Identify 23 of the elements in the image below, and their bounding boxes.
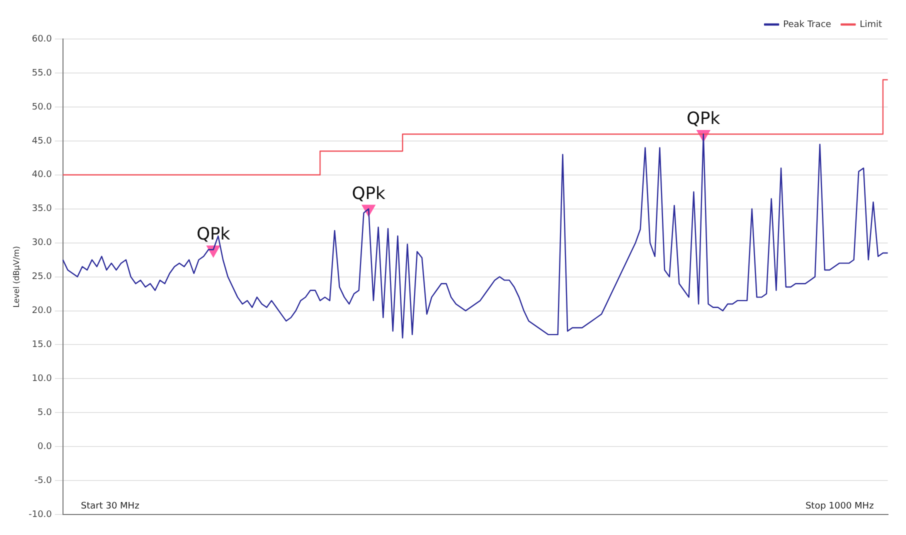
y-tick-label: 0.0 <box>38 442 52 452</box>
y-tick-label: 5.0 <box>38 408 52 418</box>
annotation: Start 30 MHz <box>80 501 140 512</box>
y-tick-label: 20.0 <box>32 306 52 316</box>
y-tick-label: 15.0 <box>32 340 52 350</box>
y-tick-label: -5.0 <box>34 476 52 486</box>
y-tick-label: 55.0 <box>32 68 52 78</box>
data-label: QPk <box>686 109 720 130</box>
annotation: Stop 1000 MHz <box>805 501 874 512</box>
y-tick-label: 35.0 <box>32 204 52 214</box>
y-tick-label: 45.0 <box>32 136 52 146</box>
y-tick-label: 30.0 <box>32 238 52 248</box>
y-tick-label: 10.0 <box>32 374 52 384</box>
y-axis-title: Level (dBµV/m) <box>12 246 21 308</box>
y-tick-label: -10.0 <box>28 510 52 520</box>
y-tick-label: 40.0 <box>32 170 52 180</box>
legend-label: Peak Trace <box>783 20 832 30</box>
data-label: QPk <box>352 184 386 204</box>
y-tick-label: 50.0 <box>32 102 52 112</box>
legend-label: Limit <box>860 20 882 30</box>
data-label: QPk <box>196 224 230 245</box>
y-tick-label: 25.0 <box>32 272 52 282</box>
y-tick-label: 60.0 <box>32 34 52 44</box>
